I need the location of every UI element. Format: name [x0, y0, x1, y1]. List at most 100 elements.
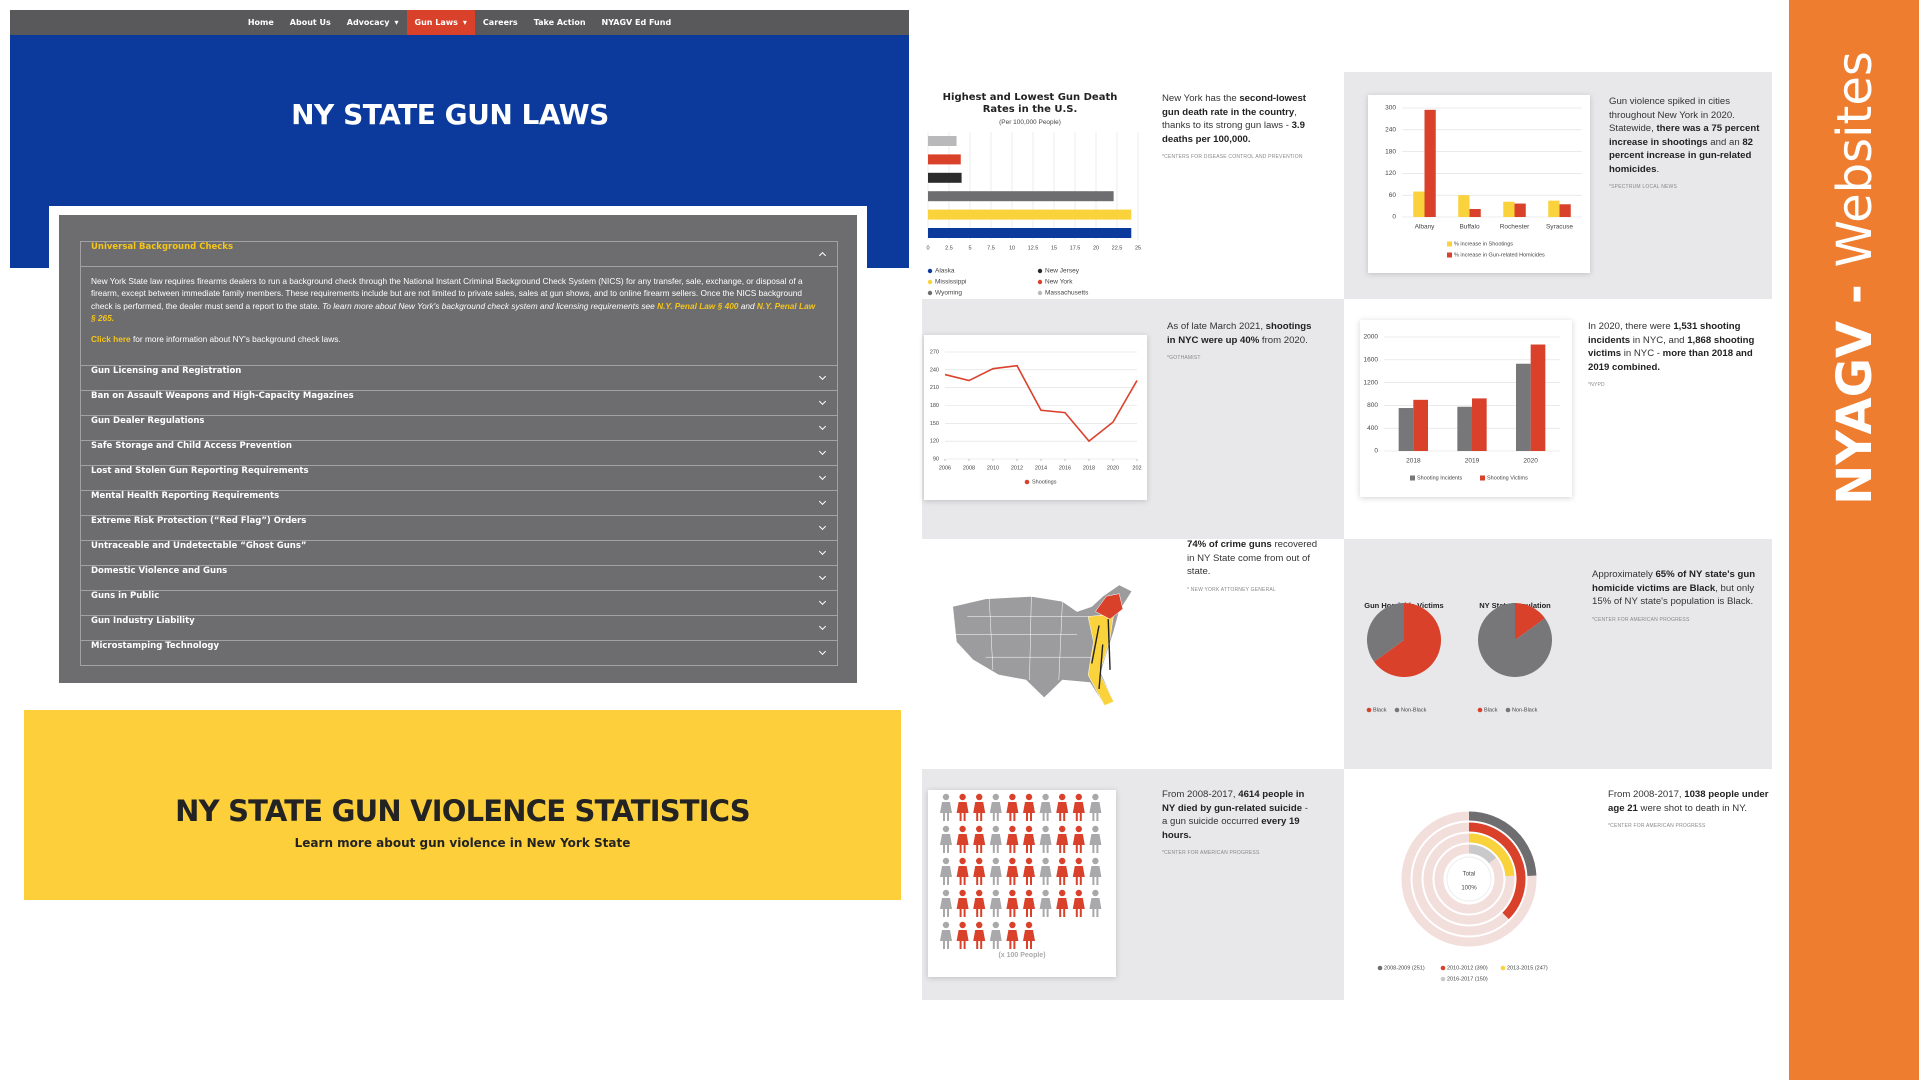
accordion-item[interactable]: Mental Health Reporting Requirements [81, 490, 837, 515]
person-icon [989, 825, 1002, 853]
accordion-item[interactable]: Microstamping Technology [81, 640, 837, 665]
person-icon [1023, 793, 1035, 821]
accordion-item[interactable]: Safe Storage and Child Access Prevention [81, 440, 837, 465]
accordion-item[interactable]: Ban on Assault Weapons and High-Capacity… [81, 390, 837, 415]
y-tick-label: 90 [933, 456, 939, 462]
icon-head [959, 857, 966, 865]
icon-body [1006, 898, 1019, 917]
icon-head [1092, 857, 1099, 865]
icon-head [1092, 793, 1099, 801]
icon-head [1059, 857, 1066, 865]
icon-body [1089, 898, 1102, 917]
accordion-item[interactable]: Gun Industry Liability [81, 615, 837, 640]
icon-head [959, 793, 966, 801]
nav-item[interactable]: Take Action [533, 18, 586, 27]
center-label: 100% [1461, 886, 1477, 892]
icon-body [956, 802, 969, 821]
legend-label: Non-Black [1512, 707, 1538, 713]
card-text: As of late March 2021, shootings in NYC … [1167, 320, 1317, 347]
icon-body [1006, 866, 1019, 885]
legend-swatch [1377, 965, 1383, 971]
nav-item[interactable]: Gun Laws [406, 10, 475, 35]
nav-item[interactable]: NYAGV Ed Fund [601, 18, 672, 27]
icon-head [1075, 857, 1083, 865]
ring-arc [1468, 811, 1537, 877]
icon-body [1023, 834, 1035, 853]
x-tick-label: 7.5 [987, 245, 995, 251]
card-source: *CENTER FOR AMERICAN PROGRESS [1608, 823, 1706, 829]
icon-head [1075, 793, 1083, 801]
bar [928, 154, 961, 165]
card-source: *NYPD [1588, 382, 1605, 388]
accordion-item[interactable]: Domestic Violence and Guns [81, 565, 837, 590]
nav-item[interactable]: Advocacy [339, 10, 407, 35]
card-text: Gun violence spiked in cities throughout… [1609, 95, 1764, 176]
icon-head [1009, 825, 1016, 833]
person-icon [956, 889, 969, 917]
icon-body [973, 930, 986, 949]
nav-item[interactable]: About Us [289, 18, 331, 27]
icon-head [992, 889, 999, 897]
accordion-item[interactable]: Gun Licensing and Registration [81, 365, 837, 390]
icon-head [1059, 793, 1066, 801]
map-arrow [1098, 644, 1104, 690]
icon-head [959, 825, 966, 833]
text-run: shootings in NYC were up 40% [1167, 321, 1312, 346]
icon-body [1006, 930, 1019, 949]
icon-head [1059, 889, 1066, 897]
icon-body [940, 802, 952, 821]
x-tick-label: 2012 [1011, 465, 1023, 471]
map-arrow [1091, 625, 1100, 664]
icon-head [1042, 857, 1049, 865]
person-icon [1089, 889, 1102, 917]
legend-label: Shootings [1032, 479, 1057, 485]
icon-head [942, 857, 950, 865]
link[interactable]: N.Y. Penal Law § 400 [657, 300, 739, 311]
icon-body [1072, 866, 1085, 885]
icon-head [1009, 921, 1016, 929]
nav-item[interactable]: Careers [482, 18, 518, 27]
stats-title: NY STATE GUN VIOLENCE STATISTICS [175, 794, 751, 828]
legend-label: Wyoming [935, 290, 962, 297]
accordion-item[interactable]: Guns in Public [81, 590, 837, 615]
map-us [952, 584, 1133, 706]
person-icon [1006, 921, 1019, 949]
icon-body [989, 866, 1002, 885]
x-tick-label: 2018 [1083, 465, 1095, 471]
accordion-item[interactable]: Untraceable and Undetectable “Ghost Guns… [81, 540, 837, 565]
chart-card [928, 790, 1116, 977]
accordion-item[interactable]: Lost and Stolen Gun Reporting Requiremen… [81, 465, 837, 490]
person-icon [1056, 825, 1069, 853]
person-icon [973, 921, 986, 949]
icon-head [942, 921, 950, 929]
accordion-header[interactable]: Universal Background Checks [81, 242, 837, 266]
person-icon [1039, 825, 1052, 853]
note-text: and [740, 300, 755, 311]
x-tick-label: 2006 [939, 465, 951, 471]
card-source: *CENTERS FOR DISEASE CONTROL AND PREVENT… [1162, 154, 1303, 160]
bar [1424, 109, 1436, 217]
icon-body [1039, 802, 1052, 821]
x-tick-label: 25 [1135, 245, 1141, 251]
accordion-item[interactable]: Extreme Risk Protection (“Red Flag”) Ord… [81, 515, 837, 540]
accordion-item[interactable]: Gun Dealer Regulations [81, 415, 837, 440]
icon-body [940, 898, 952, 917]
bar [1472, 398, 1487, 451]
x-tick-label: 15 [1051, 245, 1057, 251]
text-run: 4614 people in NY died by gun-related su… [1162, 789, 1305, 814]
nav-item[interactable]: Home [247, 18, 274, 27]
icon-body [1072, 834, 1085, 853]
x-tick-label: 2.5 [945, 245, 953, 251]
y-tick-label: 0 [1374, 448, 1378, 455]
person-icon [1006, 857, 1019, 885]
person-icon [1089, 825, 1102, 853]
link[interactable]: Click here [91, 333, 131, 344]
icon-head [1075, 825, 1083, 833]
link[interactable]: N.Y. Penal Law § 265. [91, 300, 816, 324]
legend-label: Shooting Incidents [1417, 475, 1463, 481]
ring-arc [1468, 822, 1526, 920]
x-tick-label: 2019 [1465, 458, 1480, 465]
y-tick-label: 2000 [1364, 334, 1379, 341]
icon-head [976, 825, 983, 833]
